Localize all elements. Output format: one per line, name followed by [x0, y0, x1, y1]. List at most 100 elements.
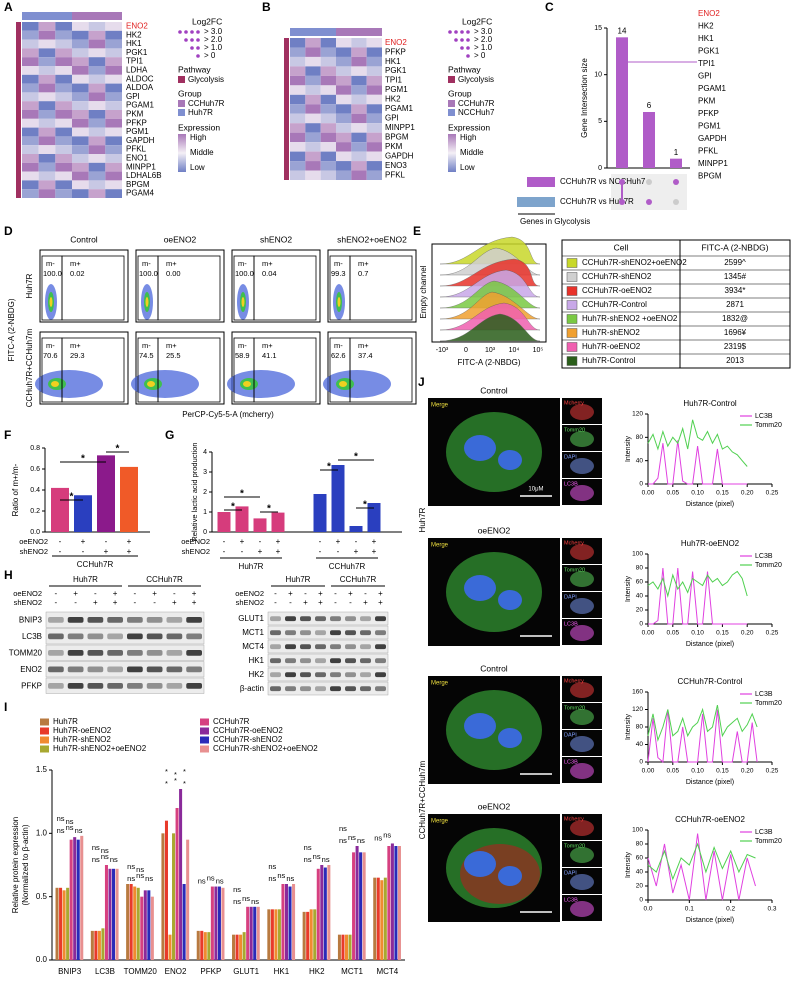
- heatmap-cell: [336, 142, 352, 152]
- heatmap-cell: [290, 151, 306, 162]
- sign: +: [288, 589, 293, 598]
- blot-band: [127, 616, 143, 623]
- heatmap-cell: [336, 123, 352, 133]
- blot-band: [270, 658, 281, 664]
- heatmap-cell: [22, 110, 39, 119]
- sign: -: [364, 589, 367, 598]
- heatmap-cell: [320, 75, 336, 86]
- y-axis-label: Intensity: [625, 851, 632, 878]
- bar: [164, 820, 168, 960]
- heatmap-cell: [336, 66, 352, 76]
- sig-mark: ns: [322, 855, 330, 864]
- heatmap-cell: [320, 56, 336, 67]
- bar: [387, 846, 391, 960]
- legend-dot: [466, 38, 470, 42]
- heatmap-cell: [72, 136, 89, 146]
- sig-mark: ns: [136, 865, 144, 874]
- sig-mark: *: [183, 779, 186, 788]
- heatmap-cell: [105, 154, 122, 163]
- table-cell: 2599^: [724, 258, 746, 267]
- sig-mark: ns: [136, 871, 144, 880]
- blot-band: [285, 686, 296, 692]
- channel-label: LC3B: [564, 621, 578, 627]
- chart-title: CCHuh7R-Control: [678, 677, 743, 686]
- gate-label: m+: [166, 259, 177, 268]
- gene-label: PGK1: [698, 47, 720, 56]
- heatmap-cell: [88, 171, 106, 181]
- y-tick-label: 3: [203, 469, 207, 476]
- blot-band: [127, 649, 143, 656]
- set-label: CCHuh7R vs Huh7R: [560, 197, 634, 206]
- heatmap-cell: [88, 118, 106, 128]
- heatmap-cell: [55, 118, 72, 128]
- bar: [73, 837, 77, 960]
- gene-label: ENO2: [698, 9, 720, 18]
- heatmap-cell: [320, 94, 336, 105]
- y-axis-label: FITC-A (2-NBDG): [7, 298, 16, 361]
- blot-band: [330, 644, 341, 650]
- heatmap-cell: [351, 170, 367, 180]
- heatmap-cell: [290, 94, 306, 105]
- pathway-bar: [16, 22, 21, 198]
- nucleus: [464, 435, 496, 461]
- sign: -: [223, 547, 226, 556]
- heatmap-cell: [351, 75, 367, 86]
- protein-label: HK1: [248, 656, 264, 665]
- blot-band: [315, 658, 326, 664]
- inset-signal: [570, 485, 594, 501]
- bar: [331, 465, 345, 532]
- image-title: Control: [480, 663, 508, 673]
- y-tick-label: 80: [636, 434, 644, 441]
- row-label: oeENO2: [19, 537, 48, 546]
- bar: [316, 868, 320, 960]
- heatmap-cell: [38, 22, 56, 31]
- heatmap-cell: [55, 92, 72, 102]
- nucleus: [498, 450, 522, 470]
- y-tick-label: 10: [594, 72, 602, 79]
- blot-band: [48, 633, 64, 640]
- heatmap-cell: [72, 66, 89, 75]
- legend-dot: [178, 30, 182, 34]
- x-tick-label: 10⁵: [533, 347, 544, 354]
- heatmap-cell: [290, 170, 306, 180]
- heatmap-cell: [105, 48, 122, 58]
- blot-band: [270, 686, 281, 692]
- bar: [179, 789, 183, 960]
- gene-label: PKM: [385, 142, 403, 151]
- heatmap-cell: [55, 66, 72, 75]
- group-label: CCHuh7R: [340, 575, 377, 584]
- bar: [313, 909, 317, 960]
- gate-value: 100.0: [139, 269, 158, 278]
- heatmap-cell: [88, 127, 106, 137]
- protein-label: MCT4: [242, 642, 264, 651]
- row-label: oeENO2: [235, 589, 264, 598]
- heatmap-cell: [351, 47, 367, 57]
- bar: [355, 846, 359, 960]
- heatmap-cell: [38, 154, 56, 163]
- row-label: shENO2: [14, 598, 42, 607]
- gene-label: ENO3: [385, 161, 407, 170]
- heatmap-cell: [72, 127, 89, 137]
- blot-band: [127, 633, 143, 640]
- x-tick-label: MCT4: [376, 967, 398, 976]
- sign: +: [113, 589, 118, 598]
- heatmap-cell: [22, 66, 39, 75]
- x-tick-label: MCT1: [341, 967, 363, 976]
- x-tick-label: 0.00: [642, 630, 655, 637]
- bar: [313, 494, 327, 532]
- panel-label: J: [418, 375, 425, 389]
- gate-label: m+: [262, 259, 273, 268]
- sign: +: [276, 537, 281, 546]
- sig-mark: *: [354, 452, 358, 463]
- gene-label: HK2: [698, 22, 714, 31]
- channel-label: LC3B: [564, 897, 578, 903]
- sign: +: [240, 537, 245, 546]
- bar: [90, 930, 94, 960]
- gate-value: 74.5: [139, 351, 154, 360]
- bar: [133, 886, 137, 960]
- gate-value: 0.7: [358, 269, 368, 278]
- scatter-core: [51, 381, 59, 387]
- sign: +: [318, 598, 323, 607]
- table-cell: 1345#: [724, 272, 747, 281]
- blot-strip: [267, 667, 389, 682]
